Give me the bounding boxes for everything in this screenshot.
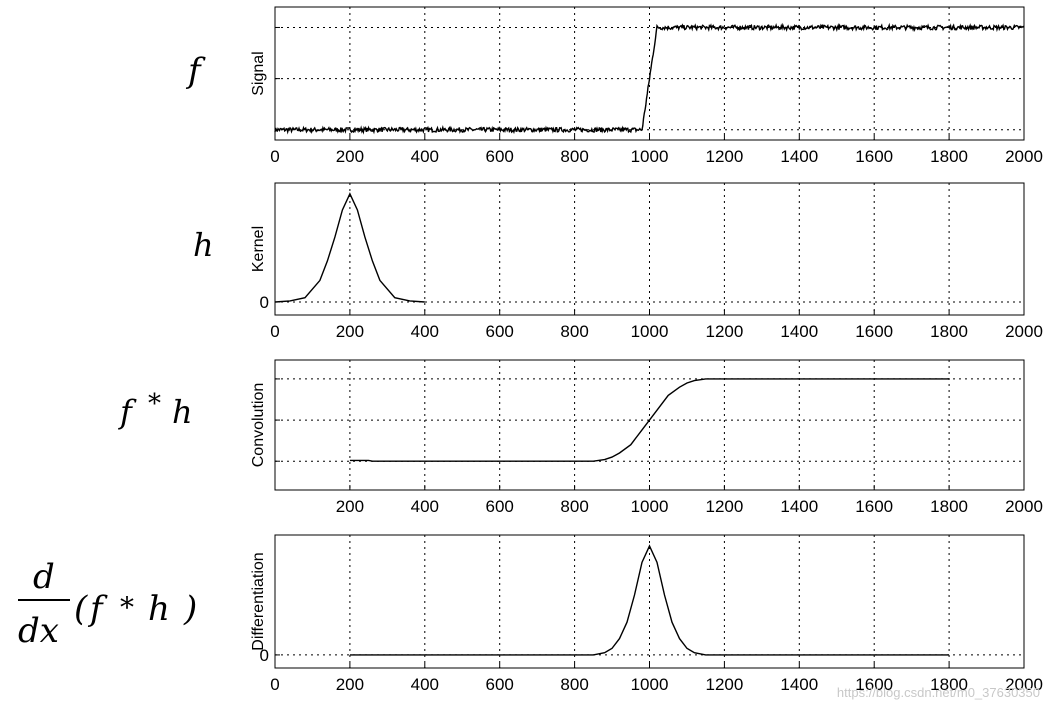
x-tick-label: 800 xyxy=(560,497,588,516)
x-tick-label: 1400 xyxy=(780,322,818,341)
panel-2: 0 200 400 600 800 1000 1200 1400 1600 1800 2000 0 Ke… xyxy=(250,182,1043,341)
x-tick-label: 1000 xyxy=(631,497,669,516)
x-tick-label: 1600 xyxy=(855,675,893,694)
x-tick-label: 2000 xyxy=(1005,497,1043,516)
x-tick-label: 400 xyxy=(411,497,439,516)
y-tick-label: 0 xyxy=(260,646,269,665)
x-tick-label: 200 xyxy=(336,675,364,694)
x-tick-label: 600 xyxy=(486,497,514,516)
x-tick-label: 1800 xyxy=(930,497,968,516)
panel-1: 0 200 400 600 800 1000 1200 1400 1600 1800 2000 Sig… xyxy=(250,6,1043,166)
plot-frame xyxy=(274,182,1025,316)
x-tick-label: 600 xyxy=(486,147,514,166)
y-axis-label: Signal xyxy=(250,51,267,95)
x-tick-label: 1800 xyxy=(930,675,968,694)
plot-frame xyxy=(274,6,1025,141)
x-tick-label: 1800 xyxy=(930,147,968,166)
svg-text:h: h xyxy=(148,589,170,629)
svg-text:h: h xyxy=(172,393,193,431)
x-tick-label: 600 xyxy=(486,322,514,341)
series-line xyxy=(349,544,950,656)
x-tick-label: 200 xyxy=(336,147,364,166)
svg-text:*: * xyxy=(148,389,161,419)
label-h: h xyxy=(193,226,214,264)
x-tick-label: 800 xyxy=(560,147,588,166)
panel-4: 0 200 400 600 800 1000 1200 1400 1600 1800 20000Di… xyxy=(250,534,1043,694)
x-tick-label: 2000 xyxy=(1005,147,1043,166)
svg-text:(: ( xyxy=(74,589,88,629)
x-tick-label: 1000 xyxy=(631,147,669,166)
x-tick-label: 0 xyxy=(270,147,279,166)
x-tick-label: 1400 xyxy=(780,675,818,694)
label-derivative: d dx ( f * h ) xyxy=(18,557,197,651)
plot-frame xyxy=(274,359,1025,491)
watermark: https://blog.csdn.net/m0_37630350 xyxy=(837,685,1040,700)
svg-text:f: f xyxy=(118,393,137,431)
series-line xyxy=(274,22,1025,135)
y-axis-label: Convolution xyxy=(250,383,267,468)
x-tick-label: 200 xyxy=(336,497,364,516)
y-tick-label: 0 xyxy=(260,293,269,312)
x-tick-label: 600 xyxy=(486,675,514,694)
svg-text:d: d xyxy=(33,557,55,597)
x-tick-label: 800 xyxy=(560,675,588,694)
svg-text:*: * xyxy=(120,591,134,624)
x-tick-label: 1600 xyxy=(855,497,893,516)
svg-text:dx: dx xyxy=(18,611,59,651)
y-axis-label: Kernel xyxy=(250,226,267,272)
x-tick-label: 1600 xyxy=(855,147,893,166)
x-tick-label: 1400 xyxy=(780,147,818,166)
x-tick-label: 1200 xyxy=(705,147,743,166)
svg-text:f: f xyxy=(87,589,108,629)
x-tick-label: 1800 xyxy=(930,322,968,341)
x-tick-label: 0 xyxy=(270,675,279,694)
y-axis-label: Differentiation xyxy=(250,552,267,650)
x-tick-label: 2000 xyxy=(1005,675,1043,694)
series-line xyxy=(274,192,425,303)
x-tick-label: 200 xyxy=(336,322,364,341)
x-tick-label: 800 xyxy=(560,322,588,341)
x-tick-label: 1600 xyxy=(855,322,893,341)
x-tick-label: 1400 xyxy=(780,497,818,516)
label-f-conv-h: f * h xyxy=(118,389,193,431)
plot-frame xyxy=(274,534,1025,669)
x-tick-label: 1000 xyxy=(631,322,669,341)
x-tick-label: 1200 xyxy=(705,497,743,516)
x-tick-label: 400 xyxy=(411,147,439,166)
x-tick-label: 0 xyxy=(270,322,279,341)
x-tick-label: 1200 xyxy=(705,322,743,341)
x-tick-label: 2000 xyxy=(1005,322,1043,341)
x-tick-label: 400 xyxy=(411,322,439,341)
panel-3: 200 400 600 800 1000 1200 1400 1600 1800 2000 Conv… xyxy=(250,359,1043,516)
x-tick-label: 1200 xyxy=(705,675,743,694)
label-f: f xyxy=(185,51,206,91)
x-tick-label: 400 xyxy=(411,675,439,694)
svg-text:): ) xyxy=(183,589,197,629)
x-tick-label: 1000 xyxy=(631,675,669,694)
series-line xyxy=(349,378,950,462)
